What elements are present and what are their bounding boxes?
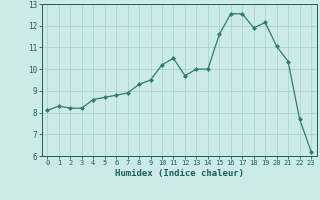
X-axis label: Humidex (Indice chaleur): Humidex (Indice chaleur) (115, 169, 244, 178)
